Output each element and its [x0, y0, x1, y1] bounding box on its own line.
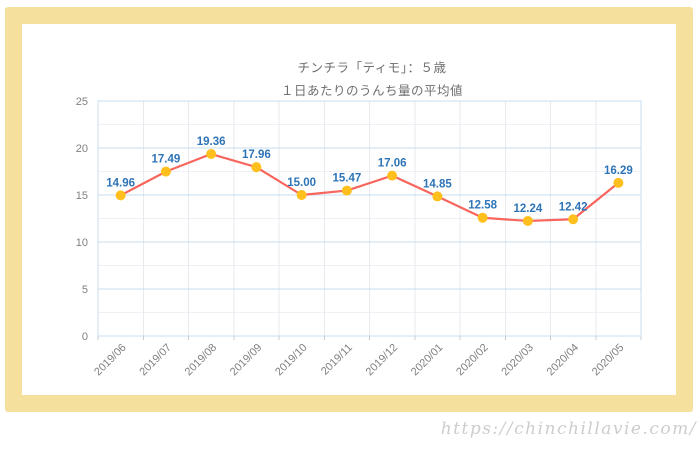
data-label: 17.06 — [378, 158, 407, 170]
data-point-marker — [251, 162, 262, 173]
x-tick-label: 2020/01 — [409, 342, 446, 379]
data-label: 16.29 — [604, 165, 633, 177]
data-label: 12.42 — [559, 201, 588, 213]
data-label: 14.85 — [423, 178, 452, 190]
data-point-marker — [568, 214, 579, 225]
data-point-marker — [522, 215, 533, 226]
x-tick-label: 2019/12 — [364, 342, 401, 379]
x-tick-label: 2020/04 — [545, 342, 582, 379]
x-tick-label: 2019/11 — [319, 342, 355, 378]
x-tick-label: 2019/09 — [228, 342, 265, 379]
data-label: 14.96 — [106, 177, 135, 189]
y-tick-label: 25 — [76, 96, 88, 108]
data-point-marker — [206, 149, 217, 160]
x-tick-label: 2019/07 — [137, 342, 174, 379]
x-tick-label: 2019/06 — [92, 342, 129, 379]
data-point-marker — [477, 212, 488, 223]
data-label: 12.24 — [513, 203, 542, 215]
x-tick-label: 2020/02 — [454, 342, 491, 379]
chart-subtitle: １日あたりのうんち量の平均値 — [280, 84, 463, 98]
data-point-marker — [160, 166, 171, 177]
data-label: 15.47 — [332, 173, 361, 185]
x-tick-label: 2019/08 — [183, 342, 220, 379]
x-tick-label: 2020/05 — [590, 342, 627, 379]
data-label: 17.49 — [151, 154, 180, 166]
data-point-marker — [432, 191, 443, 202]
x-tick-label: 2019/10 — [273, 342, 310, 379]
data-label: 17.96 — [242, 149, 271, 161]
data-label: 15.00 — [287, 177, 316, 189]
data-point-marker — [115, 190, 126, 201]
x-tick-label: 2020/03 — [499, 342, 536, 379]
y-tick-label: 10 — [76, 237, 88, 249]
y-tick-label: 5 — [82, 284, 88, 296]
y-tick-label: 15 — [76, 190, 88, 202]
watermark-url: https://chinchillavie.com/ — [440, 419, 697, 439]
data-point-marker — [613, 177, 624, 188]
y-tick-label: 20 — [76, 143, 88, 155]
data-point-marker — [296, 190, 307, 200]
data-label: 19.36 — [197, 136, 226, 148]
series-line — [119, 152, 620, 223]
data-point-marker — [341, 185, 352, 196]
plot-border — [97, 100, 642, 337]
y-tick-label: 0 — [82, 331, 88, 343]
data-label: 12.58 — [468, 200, 497, 212]
data-point-marker — [387, 170, 398, 181]
photo-frame: チンチラ「ティモ」：５歳 １日あたりのうんち量の平均値 — [5, 7, 693, 412]
chart-title: チンチラ「ティモ」：５歳 — [297, 61, 447, 75]
